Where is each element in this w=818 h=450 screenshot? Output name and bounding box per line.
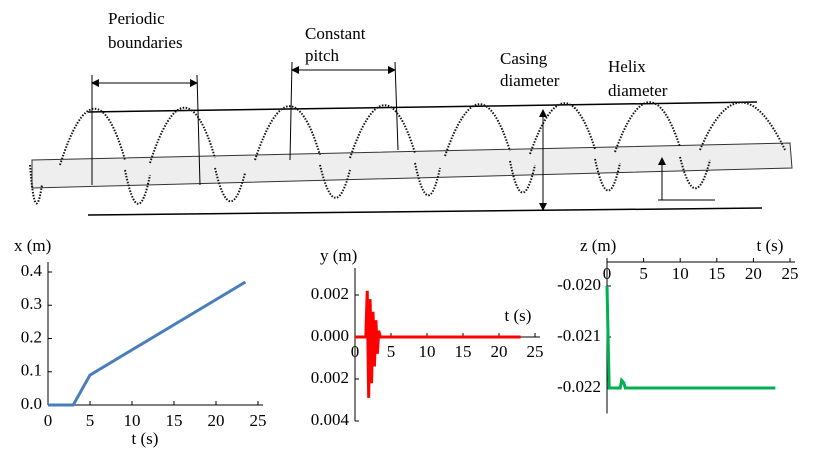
y-tick-label: 0.000 xyxy=(311,326,349,345)
y-tick-label: -0.020 xyxy=(557,275,601,294)
label: pitch xyxy=(305,46,339,65)
x-tick-label: 15 xyxy=(708,264,725,283)
x-tick-label: 25 xyxy=(782,264,799,283)
casing-line xyxy=(88,208,762,215)
y-tick-label: 0.002 xyxy=(311,284,349,303)
y-axis-label: x (m) xyxy=(14,236,51,255)
y-tick-label: 0.004 xyxy=(311,410,350,429)
x-axis-label: t (s) xyxy=(757,236,784,255)
y-axis-label: y (m) xyxy=(320,246,357,265)
x-axis-label: t (s) xyxy=(505,306,532,325)
label: boundaries xyxy=(108,33,183,52)
x-tick-label: 0 xyxy=(603,264,612,283)
x-tick-label: 0 xyxy=(351,342,360,361)
x-tick-label: 15 xyxy=(455,342,472,361)
x-tick-label: 20 xyxy=(491,342,508,361)
x-tick-label: 25 xyxy=(527,342,544,361)
figure: Periodic boundaries Constant pitch Casin… xyxy=(0,0,818,450)
x-tick-label: 20 xyxy=(745,264,762,283)
pitch-line xyxy=(395,62,398,150)
x-tick-label: 10 xyxy=(124,411,141,430)
x-tick-label: 10 xyxy=(672,264,689,283)
label: Constant xyxy=(305,24,366,43)
x-tick-label: 5 xyxy=(639,264,648,283)
pitch-line xyxy=(290,62,292,160)
label: Periodic xyxy=(108,9,165,28)
x-tick-label: 20 xyxy=(208,411,225,430)
x-tick-label: 10 xyxy=(419,342,436,361)
y-tick-label: 0.002 xyxy=(311,368,349,387)
y-tick-label: -0.021 xyxy=(557,326,601,345)
y-tick-label: 0.3 xyxy=(21,294,42,313)
label: diameter xyxy=(500,71,560,90)
x-tick-label: 5 xyxy=(86,411,95,430)
label: Helix xyxy=(608,57,646,76)
y-tick-label: 0.1 xyxy=(21,361,42,380)
x-tick-label: 0 xyxy=(44,411,53,430)
y-tick-label: 0.2 xyxy=(21,327,42,346)
x-tick-label: 25 xyxy=(250,411,267,430)
x-axis-label: t (s) xyxy=(132,429,159,448)
x-tick-label: 5 xyxy=(387,342,396,361)
label: diameter xyxy=(608,81,668,100)
x-tick-label: 15 xyxy=(166,411,183,430)
data-line xyxy=(48,282,245,405)
data-line xyxy=(607,286,775,388)
y-tick-label: 0.4 xyxy=(21,261,43,280)
shaft xyxy=(32,143,792,188)
label: Casing xyxy=(500,49,548,68)
y-tick-label: 0.0 xyxy=(21,394,42,413)
y-tick-label: -0.022 xyxy=(557,377,601,396)
y-axis-label: z (m) xyxy=(580,236,616,255)
screw-diagram: Periodic boundaries Constant pitch Casin… xyxy=(30,9,792,215)
